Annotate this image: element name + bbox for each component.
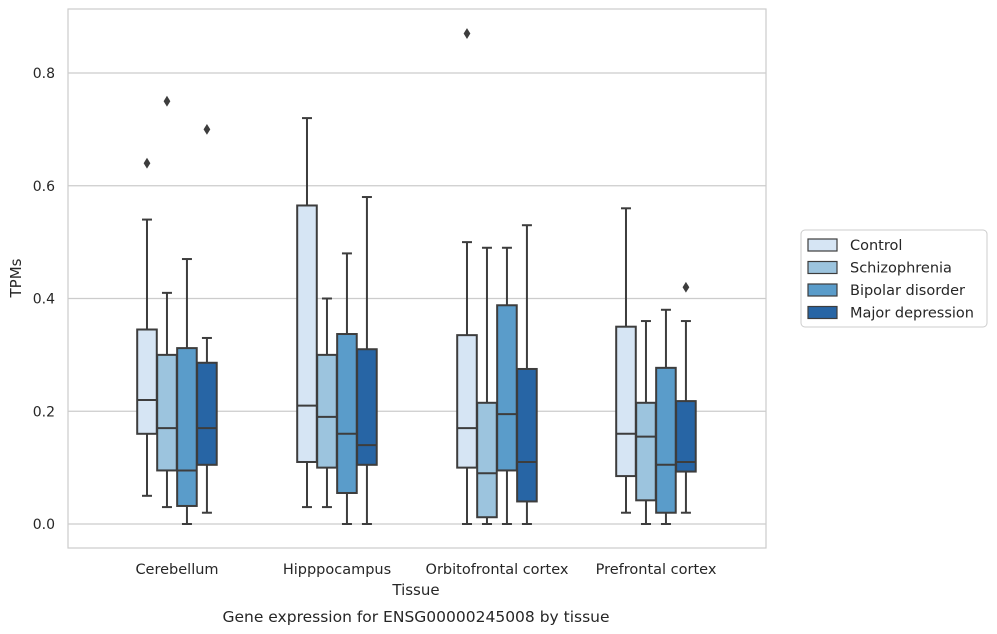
box-iqr	[296, 204, 318, 463]
x-tick-label: Cerebellum	[135, 562, 218, 578]
x-tick-label: Prefrontal cortex	[596, 562, 717, 578]
y-tick-label: 0.6	[33, 179, 55, 195]
outlier-point	[682, 281, 690, 293]
box-iqr	[615, 325, 637, 478]
box-iqr	[476, 401, 498, 519]
x-axis-label: Tissue	[391, 581, 439, 599]
box-control	[456, 28, 478, 525]
legend-entry: Schizophrenia	[850, 261, 952, 277]
y-tick-label: 0.8	[33, 66, 55, 82]
box-iqr	[136, 328, 158, 435]
box-control	[296, 117, 318, 509]
box-iqr	[316, 353, 338, 469]
box-iqr	[196, 361, 218, 466]
box-iqr	[356, 348, 378, 466]
box-iqr	[675, 400, 697, 473]
box-schizophrenia	[476, 246, 498, 525]
box-iqr	[336, 333, 358, 494]
legend-entry: Bipolar disorder	[850, 283, 965, 299]
box-bipolar-disorder	[336, 252, 358, 525]
plot-frame	[67, 8, 767, 549]
box-major-depression	[675, 281, 697, 514]
box-iqr	[156, 353, 178, 472]
legend-entry: Control	[850, 238, 902, 254]
y-tick-label: 0.0	[33, 517, 55, 533]
y-axis-ticks: 0.0 0.2 0.4 0.6 0.8	[33, 66, 55, 533]
box-iqr	[456, 334, 478, 469]
box-iqr	[655, 366, 677, 514]
outlier-point	[203, 123, 211, 135]
box-schizophrenia	[156, 95, 178, 509]
legend: Control Schizophrenia Bipolar disorder Majo…	[800, 229, 988, 328]
legend-swatch	[807, 260, 838, 275]
legend-swatch	[807, 283, 838, 297]
box-schizophrenia	[316, 297, 338, 509]
x-tick-label: Orbitofrontal cortex	[426, 562, 569, 578]
box-major-depression	[356, 196, 378, 525]
outlier-point	[143, 157, 151, 169]
box-control	[136, 157, 158, 497]
box-iqr	[516, 367, 538, 503]
legend-swatch	[807, 238, 838, 252]
y-axis-label: TPMs	[7, 258, 25, 298]
box-iqr	[496, 304, 518, 472]
box-major-depression	[516, 224, 538, 525]
box-bipolar-disorder	[176, 258, 198, 525]
chart-caption: Gene expression for ENSG00000245008 by t…	[222, 608, 609, 626]
x-axis-ticks: Cerebellum Hipppocampus Orbitofrontal cort…	[135, 562, 716, 578]
y-tick-label: 0.4	[33, 292, 55, 308]
box-iqr	[635, 401, 657, 502]
box-bipolar-disorder	[655, 308, 677, 525]
box-major-depression	[196, 123, 218, 514]
plot-area	[136, 28, 697, 525]
outlier-point	[463, 28, 471, 39]
box-bipolar-disorder	[496, 246, 518, 525]
box-control	[615, 207, 637, 514]
y-tick-label: 0.2	[33, 404, 55, 420]
legend-swatch	[807, 305, 838, 320]
legend-frame	[800, 229, 988, 328]
x-tick-label: Hipppocampus	[283, 562, 391, 578]
legend-entry: Major depression	[850, 306, 974, 322]
box-iqr	[176, 347, 198, 507]
outlier-point	[163, 95, 171, 107]
box-schizophrenia	[635, 320, 657, 525]
